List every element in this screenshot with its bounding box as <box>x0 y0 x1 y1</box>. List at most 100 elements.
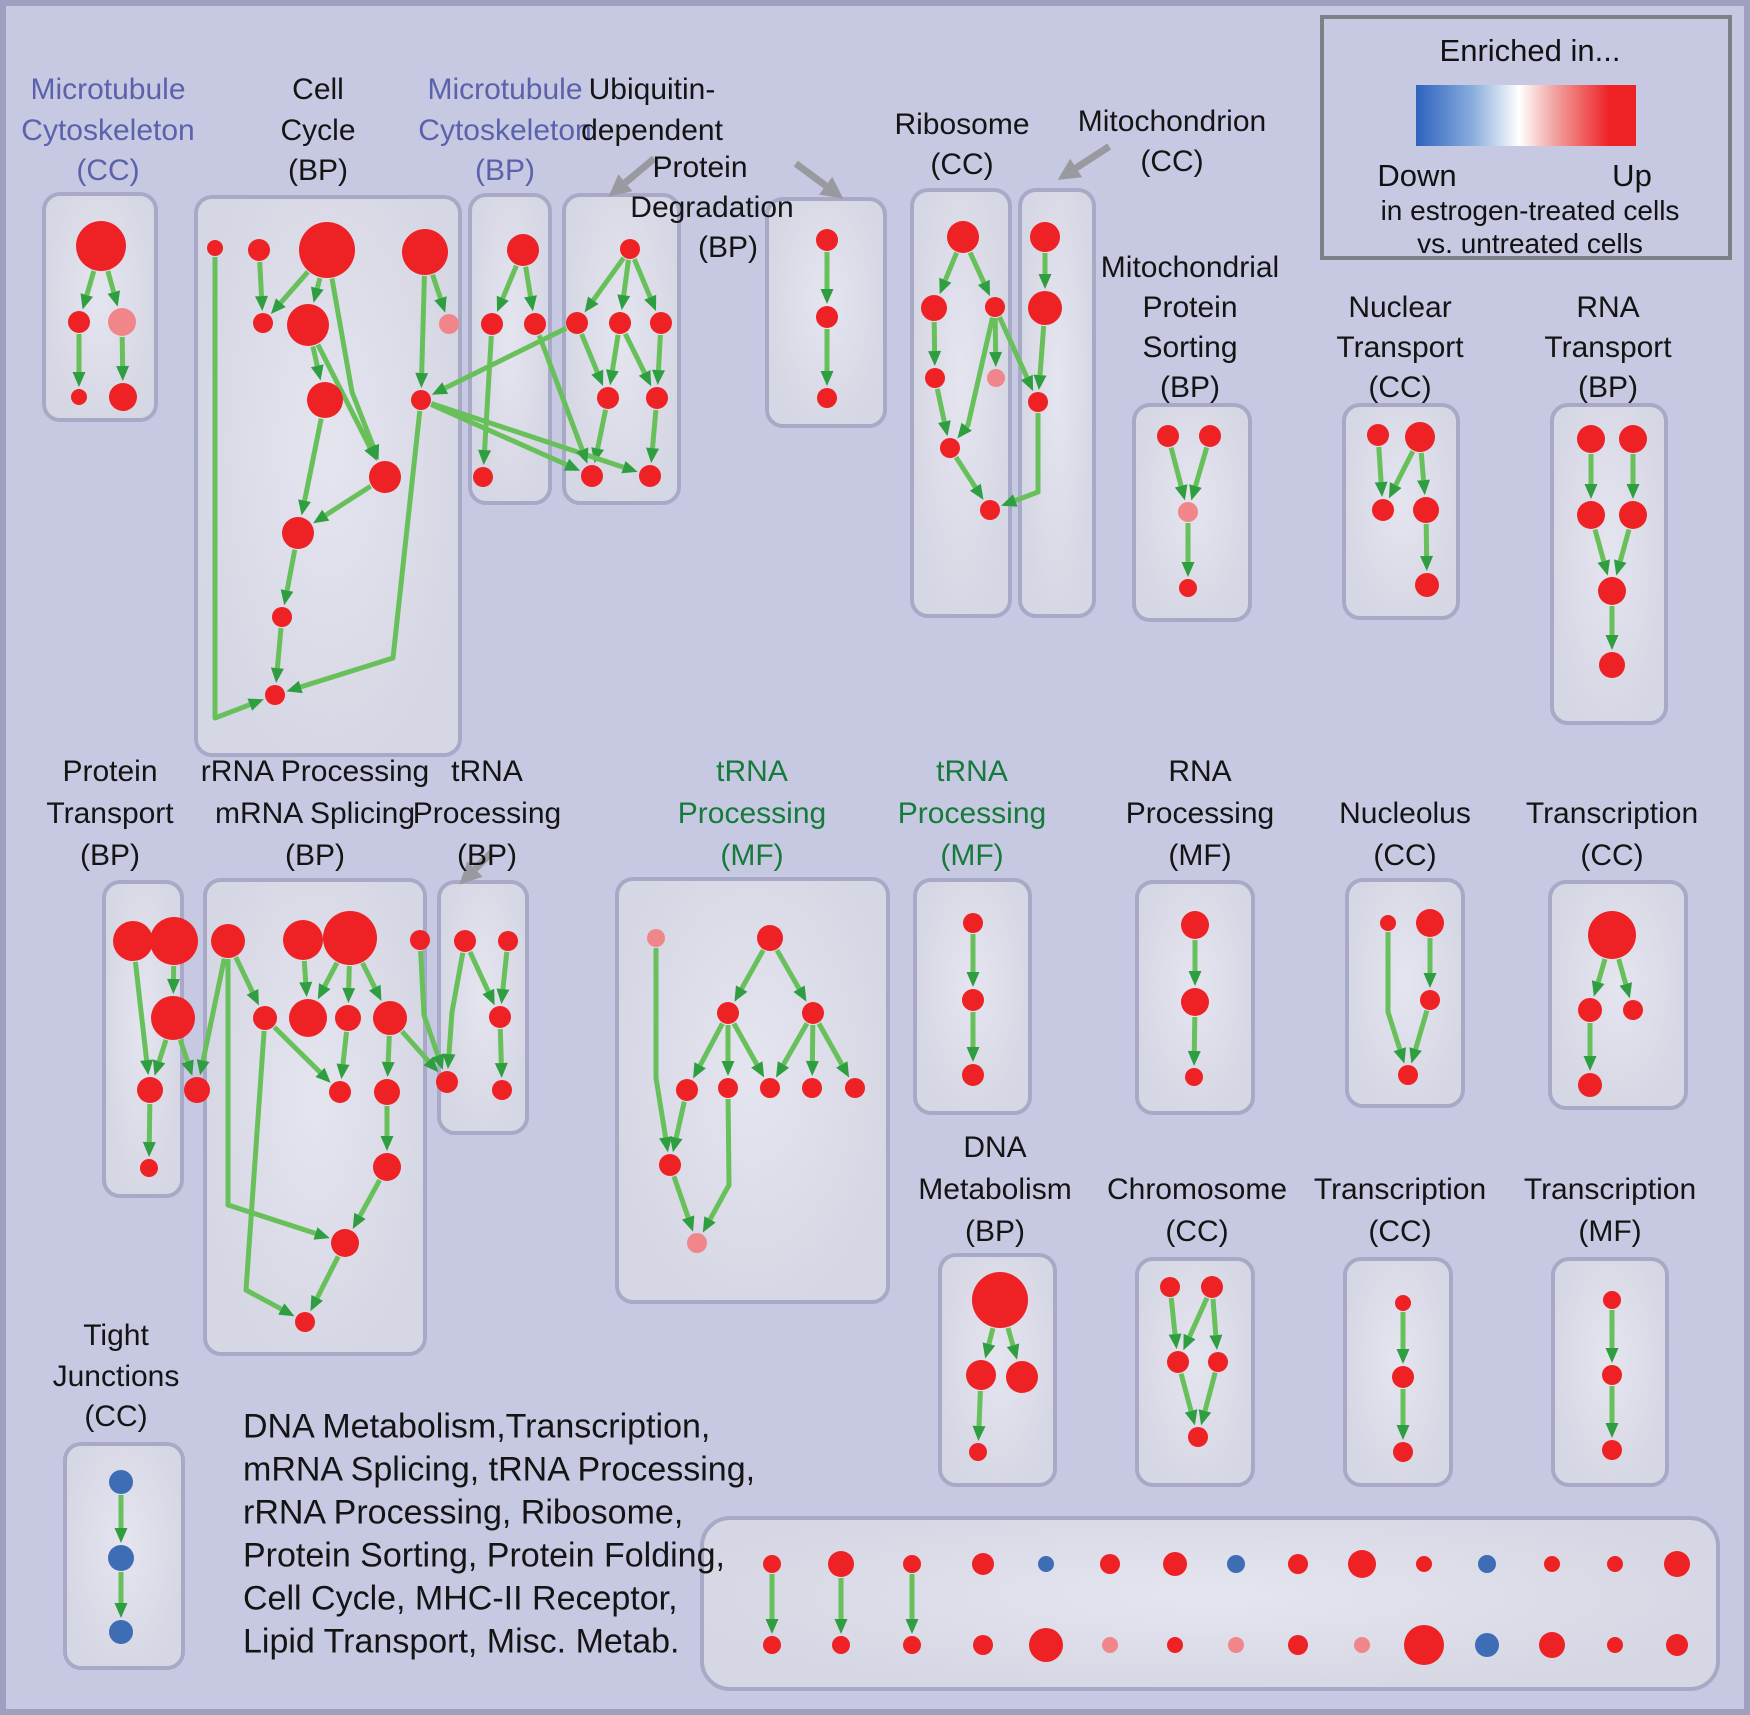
cluster-label-trna-bp-line1: Processing <box>412 797 562 830</box>
node-dna-metab-1 <box>966 1360 996 1390</box>
cluster-label-tight-junctions-line0: Tight <box>83 1319 149 1352</box>
node-rrna-9 <box>374 1079 400 1105</box>
node-transcription-cc-a-1 <box>1578 998 1602 1022</box>
edge-line <box>793 160 828 189</box>
cluster-label-tight-junctions-line1: Junctions <box>52 1360 180 1393</box>
node-misc-10 <box>1416 1556 1432 1572</box>
cluster-label-protein-transport-line0: Protein <box>62 755 158 788</box>
cluster-box-mitochondrion <box>1018 188 1096 618</box>
node-ribosome-6 <box>980 500 1000 520</box>
node-rrna-12 <box>295 1312 315 1332</box>
node-transcription-cc-b-1 <box>1392 1366 1414 1388</box>
node-rna-transport-3 <box>1619 501 1647 529</box>
cluster-label-cell-cycle-line2: (BP) <box>288 154 348 187</box>
node-ubiquitin2-1 <box>816 306 838 328</box>
node-chromosome-2 <box>1167 1351 1189 1373</box>
node-chromosome-4 <box>1188 1427 1208 1447</box>
node-misc-19 <box>1029 1628 1063 1662</box>
node-ribosome-0 <box>947 221 979 253</box>
edge-line <box>623 155 657 186</box>
node-nucleolus-3 <box>1398 1065 1418 1085</box>
cluster-box-ubiquitin <box>562 193 681 505</box>
cluster-label-nuclear-transport-line0: Nuclear <box>1348 291 1452 324</box>
node-ribosome-3 <box>925 368 945 388</box>
node-ubiquitin-3 <box>650 312 672 334</box>
edge-arrowhead <box>819 176 844 199</box>
node-tight-junctions-0 <box>109 1470 133 1494</box>
node-trna-bp-4 <box>492 1080 512 1100</box>
node-chromosome-0 <box>1160 1277 1180 1297</box>
node-trna-mf-b-0 <box>963 913 983 933</box>
cluster-label-mt-cc-line2: (CC) <box>76 154 140 187</box>
node-misc-13 <box>1607 1556 1623 1572</box>
node-ubiquitin-1 <box>566 312 588 334</box>
node-cell-cycle-4 <box>253 313 273 333</box>
cluster-label-ubiquitin-line1: dependent <box>581 114 723 147</box>
cluster-label-trna-mf-b-line0: tRNA <box>936 755 1008 788</box>
node-mps-0 <box>1157 425 1179 447</box>
cluster-label-rna-proc-mf-line1: Processing <box>1125 797 1275 830</box>
node-cell-cycle-12 <box>265 685 285 705</box>
node-rna-transport-2 <box>1577 501 1605 529</box>
node-misc-18 <box>973 1635 993 1655</box>
legend-up-label: Up <box>1612 158 1652 193</box>
node-mt-cc-1 <box>68 311 90 333</box>
node-ribosome-1 <box>921 295 947 321</box>
legend-gradient-bar <box>1416 85 1636 146</box>
node-mitochondrion-0 <box>1030 222 1060 252</box>
node-mps-1 <box>1199 425 1221 447</box>
node-ubiquitin-4 <box>597 387 619 409</box>
node-transcription-cc-a-3 <box>1578 1073 1602 1097</box>
cluster-label-transcription-cc-a-line0: Transcription <box>1525 797 1699 830</box>
node-chromosome-1 <box>1201 1276 1223 1298</box>
cluster-label-transcription-cc-b-line0: Transcription <box>1313 1173 1487 1206</box>
node-ubiquitin2-0 <box>816 229 838 251</box>
node-trna-mf-a-0 <box>647 929 665 947</box>
node-trna-mf-b-1 <box>962 989 984 1011</box>
node-dna-metab-0 <box>972 1272 1028 1328</box>
node-trna-mf-a-8 <box>845 1078 865 1098</box>
node-trna-bp-2 <box>489 1006 511 1028</box>
node-trna-bp-1 <box>498 931 518 951</box>
legend-subtitle-line2: vs. untreated cells <box>1417 228 1643 259</box>
node-rna-proc-mf-1 <box>1181 988 1209 1016</box>
cluster-label-rna-transport-line2: (BP) <box>1578 371 1638 404</box>
cluster-label-rna-transport-line0: RNA <box>1576 291 1640 324</box>
cluster-label-ubiquitin-line3: Degradation <box>630 191 794 224</box>
node-rrna-0 <box>211 924 245 958</box>
node-misc-6 <box>1163 1552 1187 1576</box>
node-misc-27 <box>1539 1632 1565 1658</box>
node-mps-3 <box>1179 579 1197 597</box>
node-cell-cycle-8 <box>411 390 431 410</box>
node-misc-15 <box>763 1636 781 1654</box>
misc-text-line-2: rRNA Processing, Ribosome, <box>243 1493 684 1532</box>
cluster-label-mt-bp-line2: (BP) <box>475 154 535 187</box>
cluster-label-mitochondrion-line0: Mitochondrion <box>1077 105 1267 138</box>
cluster-label-mt-cc-line0: Microtubule <box>30 73 186 106</box>
node-rrna-11 <box>331 1229 359 1257</box>
node-trna-mf-a-3 <box>802 1002 824 1024</box>
node-trna-bp-0 <box>454 930 476 952</box>
node-mt-bp-3 <box>473 467 493 487</box>
cluster-label-protein-transport-line2: (BP) <box>80 839 140 872</box>
cluster-label-tight-junctions-line2: (CC) <box>84 1400 148 1433</box>
misc-text-line-0: DNA Metabolism,Transcription, <box>243 1407 711 1446</box>
node-misc-0 <box>763 1555 781 1573</box>
cluster-label-mps-line3: (BP) <box>1160 371 1220 404</box>
cluster-label-trna-bp-line2: (BP) <box>457 839 517 872</box>
cluster-label-mps-line2: Sorting <box>1142 331 1238 364</box>
node-protein-transport-4 <box>184 1077 210 1103</box>
node-misc-8 <box>1288 1554 1308 1574</box>
node-misc-5 <box>1100 1554 1120 1574</box>
cluster-label-nuclear-transport-line1: Transport <box>1336 331 1464 364</box>
cluster-box-nuclear-transport <box>1342 403 1460 620</box>
node-transcription-cc-b-0 <box>1395 1295 1411 1311</box>
node-trna-mf-a-9 <box>659 1154 681 1176</box>
node-transcription-cc-a-0 <box>1588 911 1636 959</box>
cluster-label-mt-bp-line1: Cytoskeleton <box>418 114 592 147</box>
legend-box: Enriched in... Down Up in estrogen-treat… <box>1320 15 1732 260</box>
cluster-label-rna-proc-mf-line2: (MF) <box>1168 839 1232 872</box>
node-mt-cc-3 <box>71 389 87 405</box>
legend-subtitle-line1: in estrogen-treated cells <box>1380 195 1680 226</box>
